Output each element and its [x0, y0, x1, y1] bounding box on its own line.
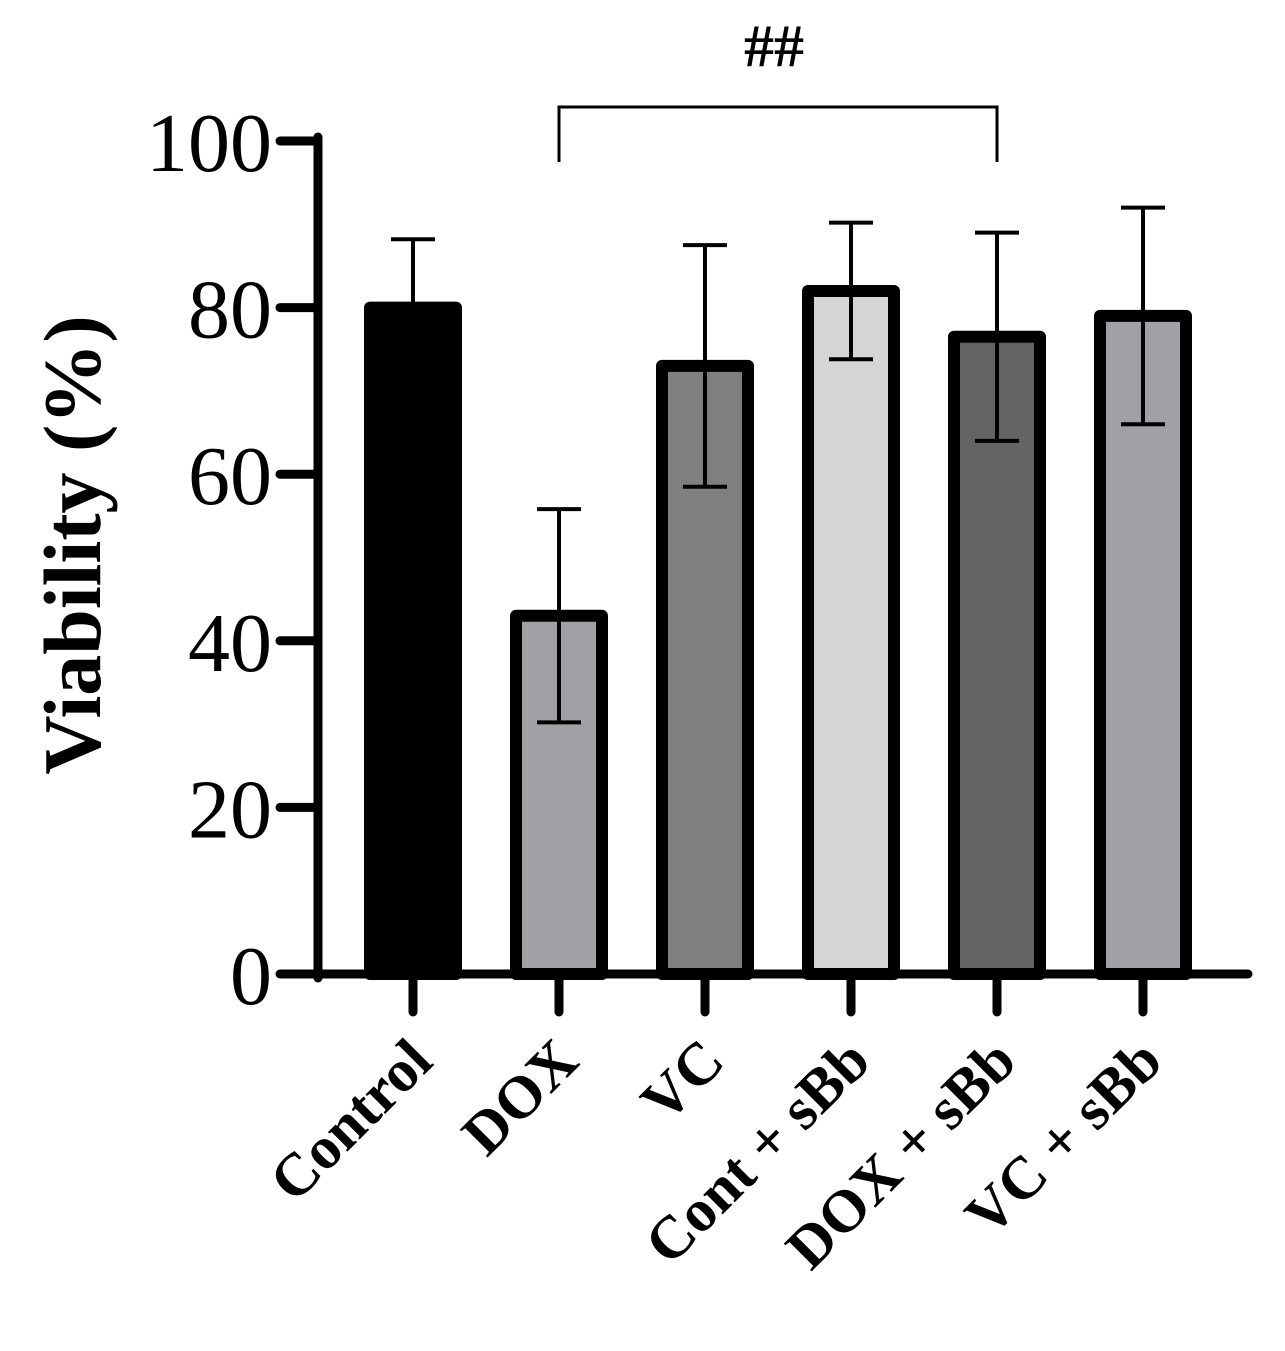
x-tick-label: DOX	[449, 1027, 590, 1168]
y-tick-label: 40	[188, 597, 272, 690]
y-tick-label: 60	[188, 430, 272, 523]
y-tick-label: 0	[230, 930, 272, 1023]
axes: 0 20 40 60 80 100	[146, 97, 1253, 1023]
y-axis-title: Viability (%)	[27, 315, 118, 774]
x-tick-label: VC	[628, 1027, 736, 1135]
x-tick-label: Control	[257, 1027, 444, 1214]
bar	[948, 330, 1046, 980]
significance-annotations: ##	[557, 13, 999, 162]
significance-label: ##	[744, 13, 804, 79]
bar	[364, 301, 462, 981]
bar	[802, 284, 900, 980]
bars	[364, 205, 1192, 1017]
y-tick-label: 100	[146, 97, 272, 190]
y-tick-label: 20	[188, 763, 272, 856]
y-tick-label: 80	[188, 264, 272, 357]
significance-bracket	[557, 105, 999, 162]
